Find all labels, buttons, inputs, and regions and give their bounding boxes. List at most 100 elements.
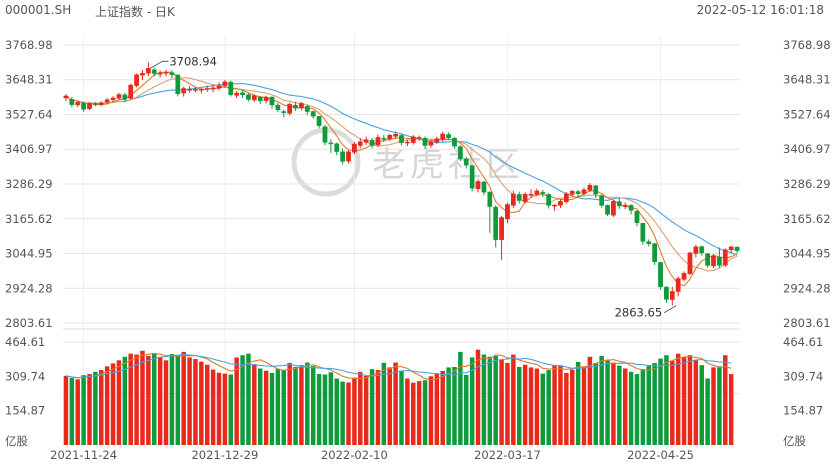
candle-body[interactable] xyxy=(611,201,616,216)
volume-bar[interactable] xyxy=(711,367,716,445)
volume-bar[interactable] xyxy=(399,370,404,445)
volume-bar[interactable] xyxy=(699,365,704,445)
volume-bar[interactable] xyxy=(528,367,534,445)
volume-bar[interactable] xyxy=(163,360,169,445)
candle-body[interactable] xyxy=(711,256,716,267)
candle-body[interactable] xyxy=(316,116,322,126)
volume-bar[interactable] xyxy=(63,375,69,445)
volume-bar[interactable] xyxy=(204,364,210,445)
volume-bar[interactable] xyxy=(381,362,387,445)
volume-bar[interactable] xyxy=(116,360,122,445)
candle-body[interactable] xyxy=(387,134,393,140)
volume-bar[interactable] xyxy=(481,354,487,445)
candle-body[interactable] xyxy=(416,137,422,139)
candle-body[interactable] xyxy=(352,143,357,153)
volume-bar[interactable] xyxy=(252,364,257,445)
volume-bar[interactable] xyxy=(511,354,516,445)
volume-bar[interactable] xyxy=(293,366,298,445)
volume-bar[interactable] xyxy=(517,366,522,445)
candle-body[interactable] xyxy=(675,278,681,292)
candle-body[interactable] xyxy=(116,94,122,99)
candle-body[interactable] xyxy=(357,141,363,146)
volume-bar[interactable] xyxy=(587,356,593,445)
candle-body[interactable] xyxy=(140,72,145,76)
volume-bar[interactable] xyxy=(257,368,263,445)
volume-bar[interactable] xyxy=(723,355,728,445)
volume-bar[interactable] xyxy=(310,366,316,445)
candle-body[interactable] xyxy=(293,104,298,109)
volume-bar[interactable] xyxy=(199,361,204,445)
candle-body[interactable] xyxy=(269,96,275,106)
candle-body[interactable] xyxy=(658,262,663,288)
candle-body[interactable] xyxy=(204,88,210,90)
candle-body[interactable] xyxy=(516,194,522,201)
volume-bar[interactable] xyxy=(175,355,181,445)
volume-bar[interactable] xyxy=(617,365,622,445)
candle-body[interactable] xyxy=(128,84,134,99)
candle-body[interactable] xyxy=(405,141,410,144)
candle-body[interactable] xyxy=(499,217,504,240)
volume-bar[interactable] xyxy=(140,350,145,445)
volume-bar[interactable] xyxy=(646,366,651,445)
candle-body[interactable] xyxy=(634,210,640,223)
volume-bar[interactable] xyxy=(564,372,569,445)
candle-body[interactable] xyxy=(310,111,316,117)
volume-bar[interactable] xyxy=(569,369,575,445)
candle-body[interactable] xyxy=(287,104,293,114)
volume-bar[interactable] xyxy=(640,369,646,445)
volume-bar[interactable] xyxy=(522,364,528,445)
candle-body[interactable] xyxy=(728,246,734,250)
volume-bar[interactable] xyxy=(287,362,292,445)
candle-body[interactable] xyxy=(705,253,710,266)
volume-bar[interactable] xyxy=(210,369,216,445)
candle-body[interactable] xyxy=(699,246,705,254)
volume-bar[interactable] xyxy=(122,356,128,445)
volume-bar[interactable] xyxy=(464,374,469,445)
candle-body[interactable] xyxy=(122,94,128,100)
volume-bar[interactable] xyxy=(104,366,110,445)
candle-body[interactable] xyxy=(434,138,440,143)
volume-bar[interactable] xyxy=(540,373,546,445)
candle-body[interactable] xyxy=(104,99,110,103)
volume-bar[interactable] xyxy=(664,355,669,445)
candle-body[interactable] xyxy=(605,205,610,215)
volume-bar[interactable] xyxy=(346,382,351,445)
candle-body[interactable] xyxy=(193,89,198,91)
volume-bar[interactable] xyxy=(675,353,681,445)
volume-bar[interactable] xyxy=(299,365,304,445)
candle-body[interactable] xyxy=(98,102,104,105)
candle-body[interactable] xyxy=(322,126,328,143)
volume-bar[interactable] xyxy=(352,377,357,445)
candle-body[interactable] xyxy=(534,190,540,195)
volume-bar[interactable] xyxy=(693,360,699,445)
volume-bar[interactable] xyxy=(269,372,275,445)
volume-bar[interactable] xyxy=(334,378,339,445)
candle-body[interactable] xyxy=(569,191,575,195)
candle-body[interactable] xyxy=(669,291,675,300)
volume-bar[interactable] xyxy=(458,351,463,445)
volume-bar[interactable] xyxy=(446,367,451,445)
candle-body[interactable] xyxy=(463,158,469,166)
candle-body[interactable] xyxy=(340,151,345,162)
volume-bar[interactable] xyxy=(340,381,345,445)
candle-body[interactable] xyxy=(134,74,139,86)
volume-bar[interactable] xyxy=(328,372,334,445)
volume-bar[interactable] xyxy=(581,366,587,445)
volume-bar[interactable] xyxy=(681,357,687,445)
volume-bar[interactable] xyxy=(499,359,504,445)
candle-body[interactable] xyxy=(563,193,569,202)
candle-body[interactable] xyxy=(163,72,169,74)
volume-bar[interactable] xyxy=(546,370,551,445)
candle-body[interactable] xyxy=(216,85,222,89)
candle-body[interactable] xyxy=(175,74,181,94)
candle-body[interactable] xyxy=(469,165,475,189)
candle-body[interactable] xyxy=(599,195,605,206)
candle-body[interactable] xyxy=(69,99,75,105)
volume-bar[interactable] xyxy=(658,358,663,445)
volume-bar[interactable] xyxy=(558,365,563,445)
candle-body[interactable] xyxy=(399,135,404,143)
volume-bar[interactable] xyxy=(305,362,310,445)
candle-body[interactable] xyxy=(510,193,516,206)
